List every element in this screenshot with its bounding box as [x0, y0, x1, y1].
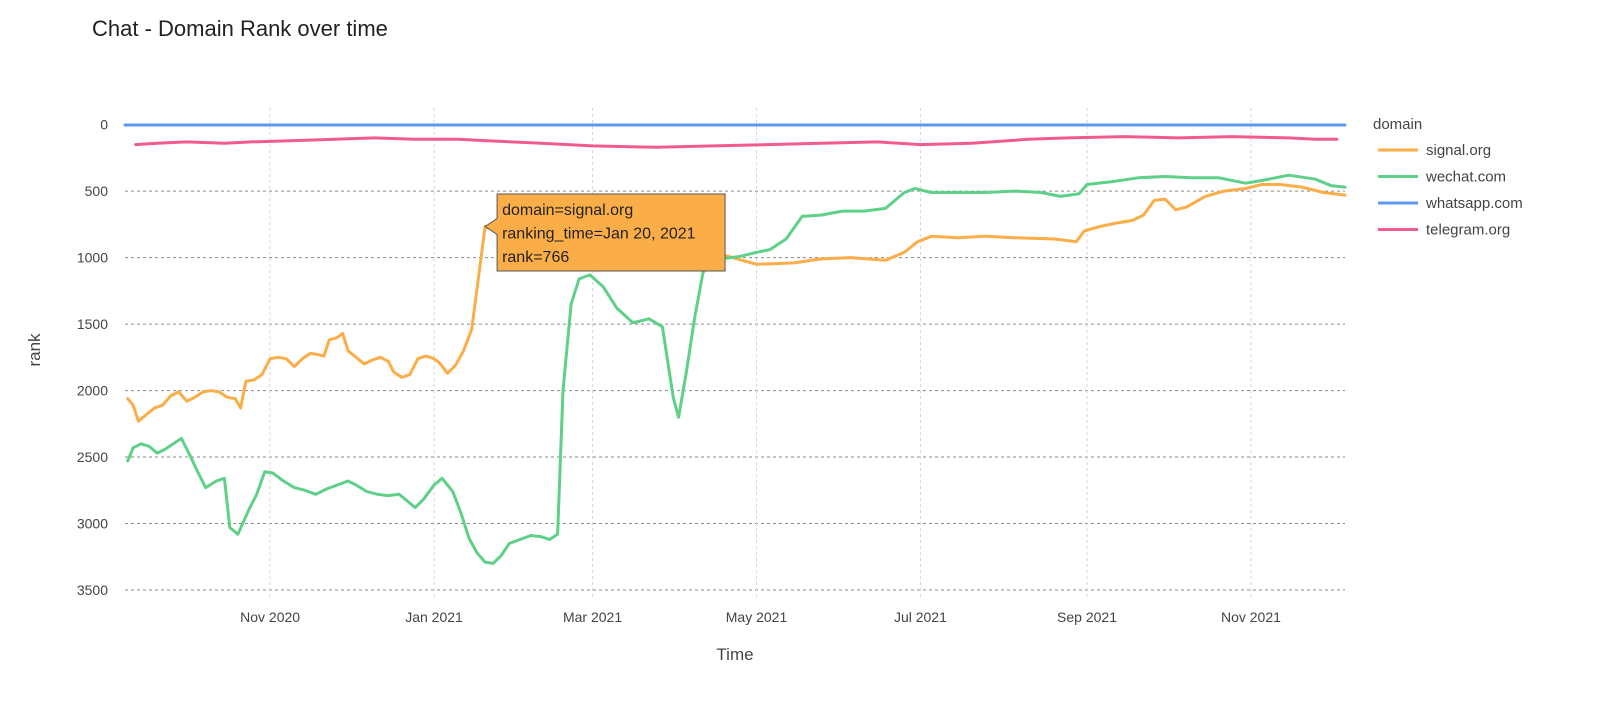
axis-layer: 0 500 1000 1500 2000 2500 3000 3500 Nov 2020 Jan …	[25, 117, 1281, 664]
y-tick-label: 0	[100, 117, 108, 133]
x-tick-label: Nov 2021	[1221, 609, 1281, 625]
x-axis-title: Time	[716, 645, 753, 664]
series-line-wechat-com[interactable]	[126, 173, 1347, 565]
legend-title: domain	[1373, 116, 1422, 133]
tooltip-box	[484, 193, 726, 272]
hover-tooltip: domain=signal.org ranking_time=Jan 20, 20…	[484, 193, 726, 272]
legend-label: signal.org	[1426, 142, 1491, 159]
grid-layer	[125, 108, 1345, 598]
x-tick-label: Jul 2021	[894, 609, 947, 625]
y-tick-label: 2000	[77, 383, 108, 399]
y-tick-label: 1000	[77, 250, 108, 266]
page-title: Chat - Domain Rank over time	[92, 16, 388, 41]
legend-item-wechat-com[interactable]: wechat.com	[1378, 169, 1506, 186]
x-tick-label: Sep 2021	[1057, 609, 1117, 625]
x-tick-label: May 2021	[726, 609, 788, 625]
series-layer[interactable]	[123, 123, 1347, 565]
tooltip-line: rank=766	[502, 249, 569, 266]
series-line-telegram-org[interactable]	[134, 135, 1339, 149]
legend-item-telegram-org[interactable]: telegram.org	[1378, 222, 1510, 239]
x-tick-label: Nov 2020	[240, 609, 300, 625]
legend-label: whatsapp.com	[1425, 195, 1523, 212]
y-tick-label: 500	[85, 183, 109, 199]
y-tick-label: 3000	[77, 516, 108, 532]
legend-item-whatsapp-com[interactable]: whatsapp.com	[1378, 195, 1523, 212]
x-tick-label: Jan 2021	[405, 609, 463, 625]
y-tick-label: 1500	[77, 316, 108, 332]
legend-label: telegram.org	[1426, 222, 1510, 239]
tooltip-line: domain=signal.org	[502, 202, 633, 219]
y-tick-label: 2500	[77, 449, 108, 465]
y-axis-title: rank	[25, 333, 44, 367]
series-line-signal-org[interactable]	[126, 183, 1347, 423]
tooltip-line: ranking_time=Jan 20, 2021	[502, 226, 696, 243]
legend-item-signal-org[interactable]: signal.org	[1378, 142, 1491, 159]
x-tick-label: Mar 2021	[563, 609, 622, 625]
legend-label: wechat.com	[1425, 169, 1506, 186]
y-tick-label: 3500	[77, 582, 108, 598]
